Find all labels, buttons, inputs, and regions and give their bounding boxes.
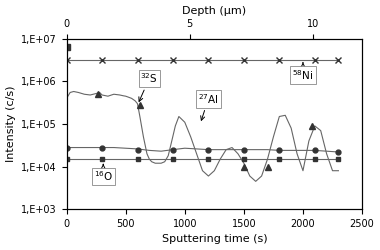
- Y-axis label: Intensity (c/s): Intensity (c/s): [6, 86, 16, 162]
- Text: $^{16}$O: $^{16}$O: [93, 164, 113, 183]
- Text: $^{58}$Ni: $^{58}$Ni: [292, 63, 314, 82]
- Text: $^{32}$S: $^{32}$S: [139, 72, 158, 102]
- X-axis label: Depth (μm): Depth (μm): [182, 6, 246, 16]
- X-axis label: Sputtering time (s): Sputtering time (s): [162, 234, 267, 244]
- Text: $^{27}$Al: $^{27}$Al: [198, 92, 219, 120]
